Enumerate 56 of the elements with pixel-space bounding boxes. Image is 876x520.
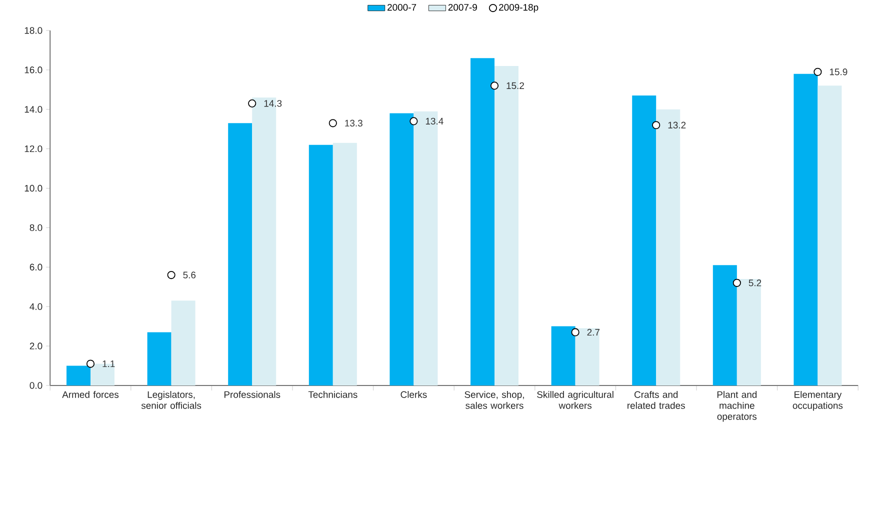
x-tick-label: Technicians [308, 391, 358, 398]
x-tick-label: Crafts and related trades [628, 391, 685, 410]
point [814, 68, 822, 76]
x-tick-label: Armed forces [62, 391, 119, 398]
point [490, 82, 499, 90]
y-tick-label: 16.0 [24, 66, 42, 74]
bar [575, 328, 600, 386]
data-label: 2.7 [587, 329, 600, 336]
bar [390, 114, 414, 386]
legend-label: 2007-9 [448, 4, 477, 11]
bar [308, 145, 333, 386]
x-tick-label: Legislators, senior officials [141, 391, 202, 410]
bar [228, 123, 252, 386]
y-tick-label: 8.0 [30, 224, 42, 232]
x-tick-label: Plant and machine operators [717, 391, 757, 422]
bar [332, 143, 357, 386]
bar [736, 279, 761, 386]
y-tick-label: 6.0 [30, 264, 42, 271]
point [571, 328, 580, 336]
y-tick-label: 12.0 [24, 146, 42, 152]
data-label: 13.4 [426, 118, 444, 125]
bar [147, 332, 172, 386]
data-label: 5.6 [183, 272, 196, 279]
bar [66, 366, 90, 386]
point [248, 100, 256, 108]
bar [470, 58, 495, 386]
point [732, 279, 741, 288]
legend-label: 2009-18p [499, 4, 538, 13]
bar [712, 265, 737, 386]
bar [818, 86, 842, 386]
bar [171, 300, 196, 386]
x-tick-label: Professionals [224, 391, 280, 398]
data-label: 13.3 [345, 120, 362, 127]
point [652, 121, 660, 130]
x-tick-label: Service, shop, sales workers [464, 391, 524, 410]
point [410, 117, 418, 126]
y-tick-label: 18.0 [24, 27, 42, 34]
x-tick-label: Elementary occupations [792, 391, 843, 411]
y-tick-label: 14.0 [24, 106, 42, 113]
bar [794, 74, 818, 386]
data-label: 13.2 [668, 122, 686, 129]
bar [551, 326, 576, 386]
y-tick-label: 0.0 [30, 382, 42, 390]
data-label: 1.1 [102, 360, 115, 368]
legend-label: 2000-7 [388, 4, 416, 11]
point [86, 360, 95, 368]
data-label: 15.2 [506, 82, 524, 90]
data-label: 5.2 [748, 280, 762, 286]
x-tick-label: Skilled agricultural workers [537, 391, 614, 410]
data-label: 15.9 [830, 68, 848, 76]
y-tick-label: 2.0 [30, 342, 42, 350]
bar [632, 96, 656, 386]
x-tick-label: Clerks [400, 391, 427, 398]
y-tick-label: 10.0 [24, 185, 42, 192]
y-tick-label: 4.0 [30, 303, 42, 310]
data-label: 14.3 [264, 100, 282, 107]
